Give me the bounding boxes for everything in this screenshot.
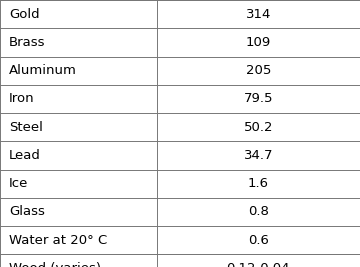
Text: Brass: Brass — [9, 36, 45, 49]
Bar — [0, 113, 157, 141]
Bar — [157, 254, 360, 267]
Bar — [157, 0, 360, 28]
Text: 1.6: 1.6 — [248, 177, 269, 190]
Bar — [157, 85, 360, 113]
Text: Wood (varies): Wood (varies) — [9, 262, 101, 267]
Bar — [157, 28, 360, 57]
Text: 0.12-0.04: 0.12-0.04 — [226, 262, 290, 267]
Bar — [0, 57, 157, 85]
Text: 205: 205 — [246, 64, 271, 77]
Text: Ice: Ice — [9, 177, 28, 190]
Text: Gold: Gold — [9, 8, 40, 21]
Bar — [157, 57, 360, 85]
Text: Iron: Iron — [9, 92, 35, 105]
Text: Steel: Steel — [9, 121, 43, 134]
Text: Glass: Glass — [9, 205, 45, 218]
Text: 0.8: 0.8 — [248, 205, 269, 218]
Text: Aluminum: Aluminum — [9, 64, 77, 77]
Text: 34.7: 34.7 — [244, 149, 273, 162]
Bar — [157, 198, 360, 226]
Bar — [0, 0, 157, 28]
Bar — [0, 254, 157, 267]
Text: 79.5: 79.5 — [244, 92, 273, 105]
Text: 109: 109 — [246, 36, 271, 49]
Bar — [157, 170, 360, 198]
Bar — [157, 226, 360, 254]
Bar — [157, 141, 360, 170]
Bar — [0, 226, 157, 254]
Bar — [0, 28, 157, 57]
Text: 50.2: 50.2 — [244, 121, 273, 134]
Bar — [0, 170, 157, 198]
Text: Water at 20° C: Water at 20° C — [9, 234, 107, 247]
Bar — [0, 141, 157, 170]
Bar — [157, 113, 360, 141]
Text: 314: 314 — [246, 8, 271, 21]
Bar — [0, 198, 157, 226]
Bar — [0, 85, 157, 113]
Text: Lead: Lead — [9, 149, 41, 162]
Text: 0.6: 0.6 — [248, 234, 269, 247]
